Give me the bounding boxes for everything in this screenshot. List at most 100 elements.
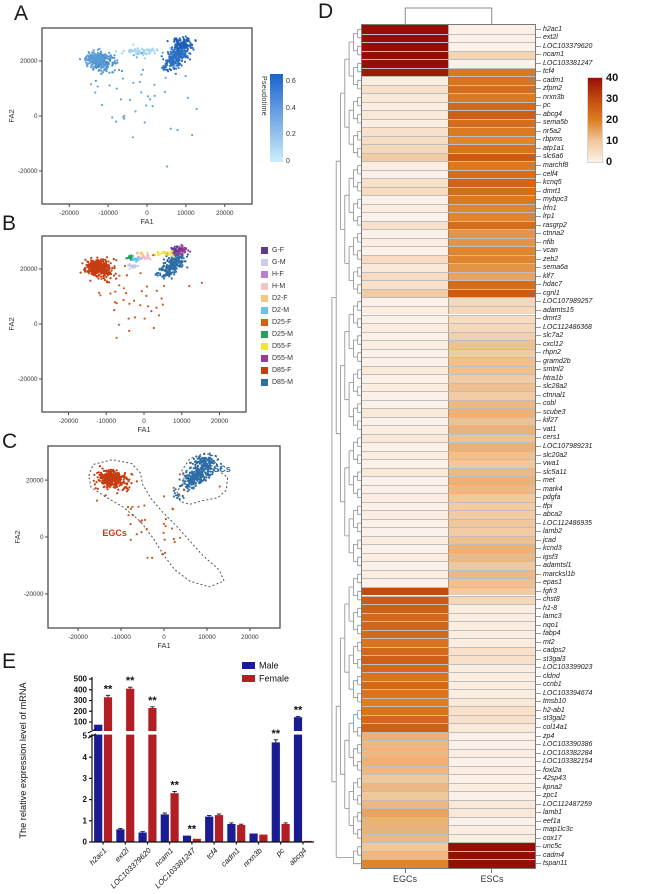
gene-label-tick (536, 139, 541, 141)
svg-text:0: 0 (83, 838, 88, 847)
heatmap-row (362, 791, 535, 800)
heatmap-row (362, 212, 535, 221)
EGCs-outline (88, 459, 225, 588)
gene-name: LOC103394674 (543, 689, 593, 697)
gene-name: cobl (543, 400, 556, 408)
heatmap-cell-egc (362, 136, 448, 145)
gene-label-tick (536, 250, 541, 252)
heatmap-cell-egc (362, 605, 448, 613)
legend-item-h-f: H-F (261, 271, 293, 278)
gene-name: sema5b (543, 119, 568, 127)
legend-label: D25-M (272, 331, 294, 338)
gene-name: LOC103390386 (543, 741, 593, 749)
svg-text:20000: 20000 (211, 418, 229, 425)
gene-name: kcnq5 (543, 179, 562, 187)
heatmap-cell-egc (362, 647, 448, 656)
heatmap-row (362, 33, 535, 42)
heatmap-cell-esc (448, 366, 535, 375)
legend-item-d55-m: D55-M (261, 355, 293, 362)
gene-label: cxcl12 (536, 340, 563, 349)
gene-label-tick (536, 795, 541, 797)
heatmap-cell-esc (448, 451, 535, 460)
svg-text:nrxn3b: nrxn3b (241, 846, 264, 869)
gene-label: ext2l (536, 34, 558, 43)
heatmap-cell-egc (362, 613, 448, 622)
gene-label-tick (536, 420, 541, 422)
heatmap-cell-esc (448, 170, 535, 179)
legend-swatch (261, 307, 268, 314)
heatmap-row (362, 246, 535, 255)
heatmap-colorbar: 40 30 20 10 0 (587, 72, 648, 174)
pseudotime-tick: 0.6 (286, 78, 296, 85)
gene-label: adamtsl1 (536, 561, 571, 570)
gene-name: slc7a2 (543, 332, 564, 340)
gene-name: dmrt1 (543, 187, 561, 195)
gene-label-tick (536, 96, 541, 98)
legend-swatch (261, 247, 268, 254)
heatmap-cell-egc (362, 783, 448, 792)
svg-text:-20000: -20000 (18, 376, 38, 383)
gene-name: st3gal2 (543, 715, 566, 723)
heatmap-cell-esc (448, 732, 535, 741)
heatmap-cell-esc (448, 383, 535, 392)
heatmap-cell-esc (448, 707, 535, 715)
gene-label: lrfn1 (536, 204, 557, 213)
heatmap-cell-egc (362, 732, 448, 741)
cluster-annotation: ESCs (207, 464, 231, 474)
gene-name: ctnna2 (543, 230, 565, 238)
gene-name: rhpn2 (543, 349, 561, 357)
heatmap-cell-egc (362, 639, 448, 647)
gene-label-tick (536, 582, 541, 584)
heatmap-cell-egc (362, 536, 448, 545)
heatmap-cell-esc (448, 647, 535, 656)
gene-name: LOC103379620 (543, 42, 593, 50)
svg-text:h2ac1: h2ac1 (88, 846, 109, 867)
heatmap-row (362, 527, 535, 536)
heatmap-cell-esc (448, 77, 535, 85)
pseudotime-tick: 0.2 (286, 131, 296, 139)
heatmap-row (362, 621, 535, 630)
gene-name: cadm4 (543, 851, 565, 859)
heatmap-cell-egc (362, 298, 448, 306)
gene-label-tick (536, 428, 541, 430)
gene-label: cgnl1 (536, 289, 560, 298)
legend-swatch (261, 343, 268, 350)
svg-text:0: 0 (34, 321, 38, 328)
svg-text:Male: Male (259, 661, 279, 671)
svg-text:100: 100 (74, 718, 88, 727)
gene-label-tick (536, 633, 541, 635)
gene-name: abcg4 (543, 110, 563, 118)
heatmap-cell-egc (362, 775, 448, 783)
gene-label-tick (536, 854, 541, 856)
gene-label-tick (536, 207, 541, 209)
heatmap-row (362, 186, 535, 196)
gene-name: hdac7 (543, 281, 563, 289)
gene-label-tick (536, 394, 541, 396)
heatmap-colorbar-tick: 10 (606, 135, 619, 147)
heatmap-cell-esc (448, 698, 535, 707)
heatmap-row (362, 799, 535, 809)
heatmap-cell-egc (362, 170, 448, 179)
gene-label-tick (536, 548, 541, 550)
gene-label: LOC103390386 (536, 740, 592, 749)
gene-name: smtnl2 (543, 366, 564, 374)
heatmap-cell-esc (448, 664, 535, 673)
gene-label: h2ac1 (536, 25, 562, 34)
gene-label-tick (536, 275, 541, 277)
svg-text:1: 1 (83, 816, 88, 825)
gene-label-tick (536, 352, 541, 354)
axes: -20000 -10000 0 10000 20000 -20000 0 20000 FA1 FA… (7, 266, 229, 434)
gene-label-tick (536, 62, 541, 64)
gene-name: tfpi (543, 502, 553, 510)
heatmap-row (362, 757, 535, 766)
heatmap-cell-esc (448, 485, 535, 494)
heatmap-cell-esc (448, 809, 535, 817)
heatmap-cell-esc (448, 247, 535, 255)
heatmap-row (362, 655, 535, 664)
heatmap-row (362, 714, 535, 724)
gene-label: met (536, 476, 555, 485)
svg-text:FA2: FA2 (13, 530, 22, 543)
heatmap-cell-esc (448, 358, 535, 366)
heatmap-cell-esc (448, 681, 535, 690)
heatmap-cell-esc (448, 400, 535, 409)
